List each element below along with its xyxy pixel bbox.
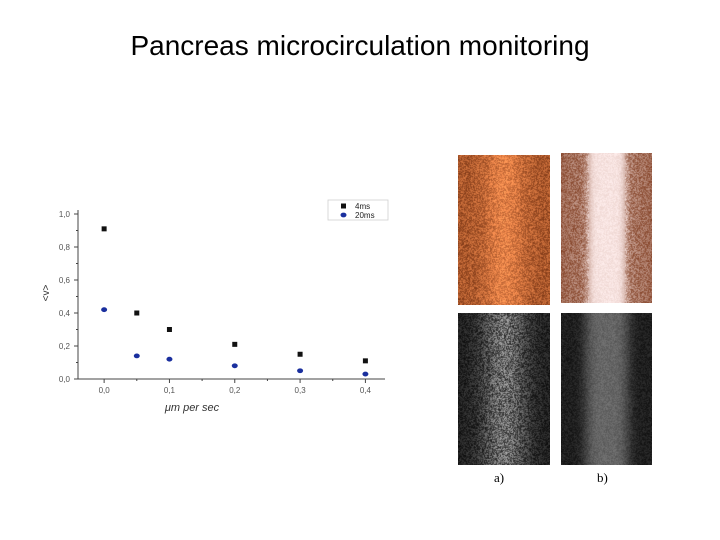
y-tick-label: 1,0 [59,210,71,219]
speckle-image-a-gray [458,313,550,465]
data-point-20ms [231,363,238,369]
chart-points [101,226,369,377]
data-point-20ms [297,368,304,374]
slide-title: Pancreas microcirculation monitoring [130,30,590,61]
x-tick-label: 0,0 [99,386,111,395]
x-tick-label: 0,4 [360,386,372,395]
data-point-4ms [362,358,368,364]
data-point-20ms [362,371,369,377]
y-tick-label: 0,4 [59,309,71,318]
x-tick-label: 0,1 [164,386,176,395]
x-axis-label: μm per sec [164,402,220,414]
y-tick-label: 0,2 [59,342,71,351]
legend-marker-4ms [341,203,346,209]
data-point-20ms [101,307,108,313]
legend-label-20ms: 20ms [355,211,375,220]
y-axis-label: <v> [41,285,52,302]
y-tick-label: 0,0 [59,375,71,384]
chart-ticks: 0,0 0,2 0,4 0,6 0,8 1,0 0,0 0,1 0,2 0,3 0,4 [59,210,372,395]
chart-axes [77,210,385,380]
data-point-4ms [297,351,303,357]
y-tick-label: 0,8 [59,243,71,252]
speckle-image-b-color [561,153,652,303]
data-point-4ms [134,310,140,316]
data-point-4ms [232,341,238,347]
speckle-image-b-gray [561,313,652,465]
legend-marker-20ms [340,212,347,218]
data-point-20ms [133,353,140,359]
data-point-20ms [166,356,173,362]
scatter-chart: 0,0 0,2 0,4 0,6 0,8 1,0 0,0 0,1 0,2 0,3 0,4 4ms20m… [41,199,389,414]
x-tick-label: 0,2 [229,386,241,395]
speckle-image-a-color [458,155,550,305]
data-point-4ms [166,327,172,332]
x-tick-label: 0,3 [295,386,307,395]
image-label-a: a) [494,470,505,485]
image-label-b: b) [597,470,608,485]
y-tick-label: 0,6 [59,276,71,285]
data-point-4ms [101,226,107,232]
legend-label-4ms: 4ms [355,202,370,211]
